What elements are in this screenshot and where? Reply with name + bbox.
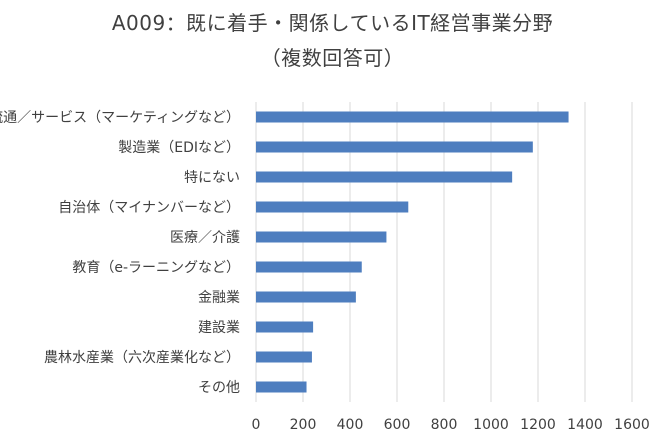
x-tick-label: 400 (337, 417, 364, 433)
bar (256, 201, 409, 213)
x-tick-label: 1600 (614, 417, 650, 433)
bar (256, 381, 307, 393)
bar (256, 261, 362, 273)
category-label: その他 (198, 380, 240, 396)
x-tick-labels: 0 200 400 600 800 1000 1200 1400 1600 (252, 417, 650, 433)
x-tick-label: 1200 (520, 417, 556, 433)
x-tick-label: 600 (384, 417, 411, 433)
category-label: 金融業 (198, 290, 240, 306)
category-label: 製造業（EDIなど） (118, 140, 240, 156)
x-tick-label: 0 (252, 417, 261, 433)
bar (256, 321, 314, 333)
bar (256, 231, 387, 243)
bar (256, 291, 356, 303)
bar (256, 171, 513, 183)
x-tick-label: 800 (431, 417, 458, 433)
bar (256, 111, 569, 123)
category-label: 流通／サービス（マーケティングなど） (0, 110, 240, 126)
category-labels: 流通／サービス（マーケティングなど） 製造業（EDIなど） 特にない自治体（マイナン… (0, 110, 240, 396)
category-label: 特にない (184, 170, 240, 186)
x-tick-label: 200 (290, 417, 317, 433)
chart-title: A009：既に着手・関係しているIT経営事業分野 (111, 11, 554, 35)
bar (256, 351, 312, 363)
category-label: 教育（e-ラーニングなど） (72, 260, 240, 276)
category-label: 農林水産業（六次産業化など） (44, 350, 240, 366)
category-label: 建設業 (198, 320, 240, 336)
bars (256, 111, 569, 393)
bar (256, 141, 533, 153)
category-label: 自治体（マイナンバーなど） (58, 200, 240, 216)
x-tick-label: 1000 (473, 417, 509, 433)
chart-subtitle: （複数回答可） (260, 46, 405, 70)
category-label: 医療／介護 (170, 229, 240, 246)
x-tick-label: 1400 (567, 417, 603, 433)
